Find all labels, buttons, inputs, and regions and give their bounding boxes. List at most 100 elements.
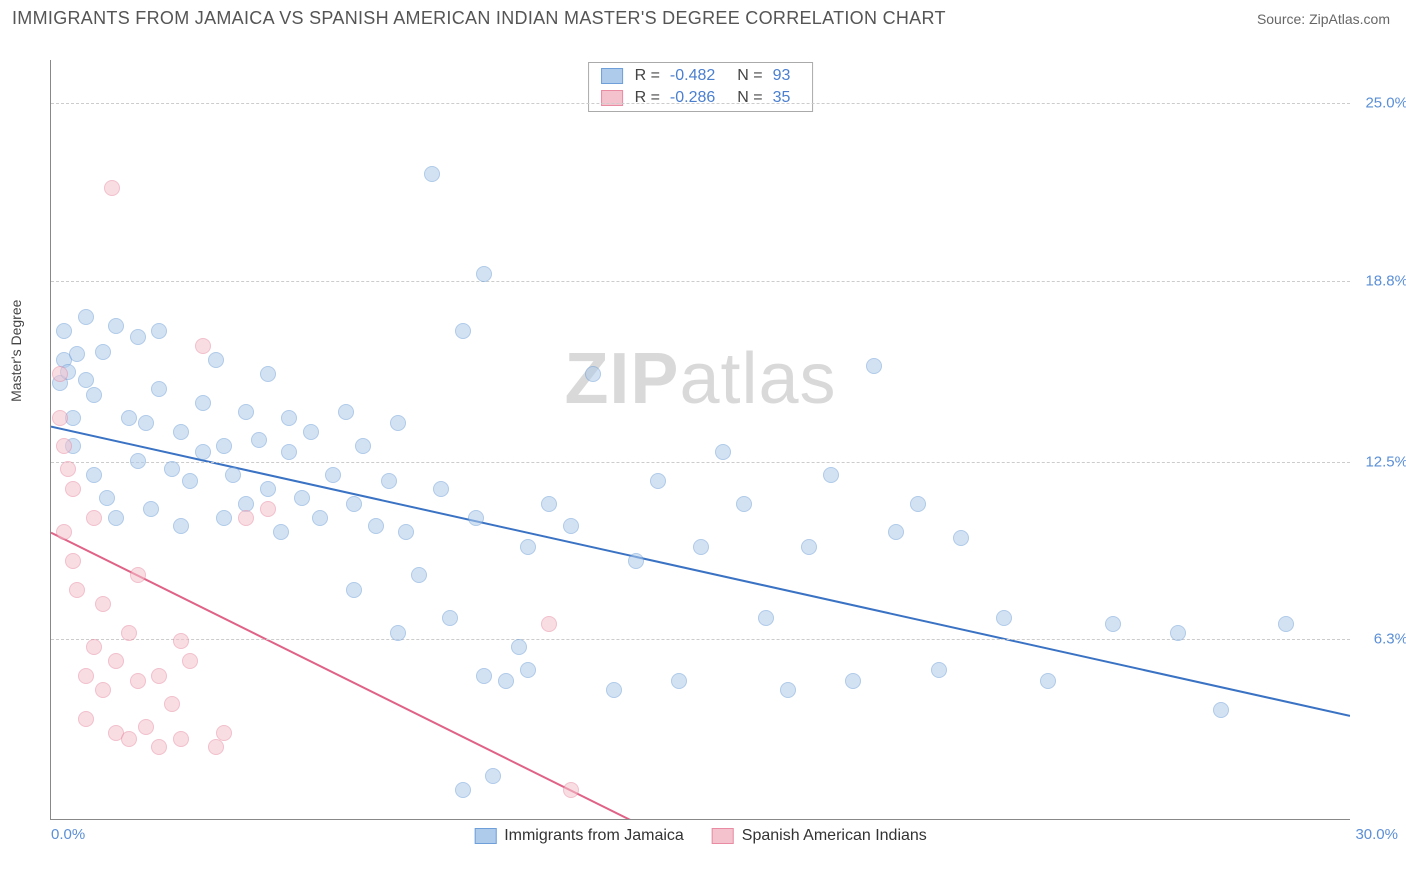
data-point [60, 461, 76, 477]
data-point [866, 358, 882, 374]
gridline [51, 103, 1350, 104]
data-point [195, 444, 211, 460]
data-point [151, 381, 167, 397]
data-point [164, 696, 180, 712]
data-point [563, 782, 579, 798]
data-point [260, 501, 276, 517]
data-point [281, 444, 297, 460]
data-point [95, 682, 111, 698]
data-point [260, 481, 276, 497]
data-point [715, 444, 731, 460]
gridline [51, 281, 1350, 282]
gridline [51, 462, 1350, 463]
legend-item: Spanish American Indians [712, 827, 927, 845]
data-point [390, 625, 406, 641]
data-point [455, 323, 471, 339]
x-tick-label: 30.0% [1355, 826, 1398, 843]
data-point [208, 739, 224, 755]
data-point [398, 524, 414, 540]
stat-r-value: -0.286 [670, 89, 715, 107]
data-point [303, 424, 319, 440]
data-point [173, 633, 189, 649]
data-point [78, 668, 94, 684]
data-point [346, 496, 362, 512]
data-point [208, 352, 224, 368]
chart-header: IMMIGRANTS FROM JAMAICA VS SPANISH AMERI… [0, 0, 1406, 33]
data-point [164, 461, 180, 477]
legend-item: Immigrants from Jamaica [474, 827, 684, 845]
data-point [355, 438, 371, 454]
stat-n-value: 93 [773, 67, 791, 85]
data-point [1278, 616, 1294, 632]
data-point [1213, 702, 1229, 718]
data-point [195, 338, 211, 354]
data-point [1105, 616, 1121, 632]
data-point [498, 673, 514, 689]
data-point [693, 539, 709, 555]
data-point [476, 266, 492, 282]
data-point [585, 366, 601, 382]
data-point [56, 438, 72, 454]
data-point [130, 329, 146, 345]
watermark: ZIPatlas [564, 338, 836, 420]
data-point [78, 372, 94, 388]
legend-label: Immigrants from Jamaica [504, 827, 684, 845]
data-point [173, 731, 189, 747]
data-point [294, 490, 310, 506]
data-point [86, 387, 102, 403]
stats-legend-box: R =-0.482N =93R =-0.286N =35 [588, 62, 814, 112]
source-attribution: Source: ZipAtlas.com [1257, 11, 1390, 27]
data-point [541, 496, 557, 512]
gridline [51, 639, 1350, 640]
data-point [216, 438, 232, 454]
data-point [56, 524, 72, 540]
data-point [260, 366, 276, 382]
data-point [78, 309, 94, 325]
data-point [273, 524, 289, 540]
stats-legend-row: R =-0.286N =35 [589, 87, 813, 109]
data-point [251, 432, 267, 448]
stats-legend-row: R =-0.482N =93 [589, 65, 813, 87]
data-point [563, 518, 579, 534]
y-axis-label: Master's Degree [8, 300, 24, 402]
y-tick-label: 18.8% [1356, 272, 1406, 289]
data-point [138, 415, 154, 431]
data-point [953, 530, 969, 546]
data-point [108, 653, 124, 669]
data-point [511, 639, 527, 655]
data-point [151, 323, 167, 339]
data-point [368, 518, 384, 534]
data-point [108, 318, 124, 334]
data-point [173, 518, 189, 534]
data-point [86, 510, 102, 526]
data-point [238, 510, 254, 526]
data-point [650, 473, 666, 489]
data-point [104, 180, 120, 196]
data-point [996, 610, 1012, 626]
y-tick-label: 12.5% [1356, 453, 1406, 470]
data-point [845, 673, 861, 689]
trend-lines-layer [51, 60, 1350, 819]
watermark-zip: ZIP [564, 339, 679, 419]
data-point [238, 404, 254, 420]
source-link[interactable]: ZipAtlas.com [1309, 11, 1390, 27]
data-point [910, 496, 926, 512]
data-point [433, 481, 449, 497]
data-point [65, 553, 81, 569]
data-point [225, 467, 241, 483]
stat-r-value: -0.482 [670, 67, 715, 85]
data-point [346, 582, 362, 598]
plot-area: ZIPatlas R =-0.482N =93R =-0.286N =35 Im… [50, 60, 1350, 820]
legend-swatch [474, 828, 496, 844]
data-point [1170, 625, 1186, 641]
data-point [108, 510, 124, 526]
data-point [442, 610, 458, 626]
data-point [69, 582, 85, 598]
data-point [468, 510, 484, 526]
x-tick-label: 0.0% [51, 826, 85, 843]
data-point [381, 473, 397, 489]
data-point [151, 668, 167, 684]
data-point [216, 725, 232, 741]
source-prefix: Source: [1257, 11, 1309, 27]
data-point [121, 731, 137, 747]
